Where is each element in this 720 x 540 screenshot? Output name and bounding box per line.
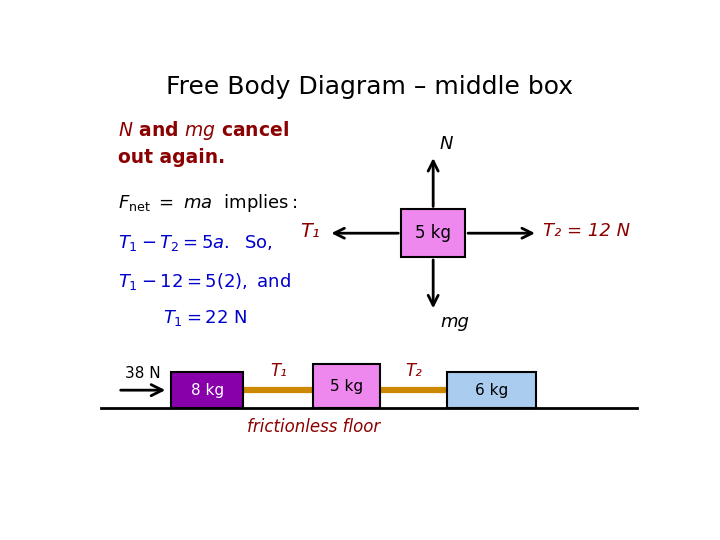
Bar [447, 373, 536, 408]
Text: T₂: T₂ [405, 362, 422, 380]
Text: T₁: T₁ [270, 362, 287, 380]
Text: mg: mg [440, 313, 469, 331]
Text: 6 kg: 6 kg [475, 383, 508, 397]
Text: $\mathit{T}_1 - 12 = 5(2),\ \mathregular{and}$: $\mathit{T}_1 - 12 = 5(2),\ \mathregular… [118, 271, 291, 292]
Text: 5 kg: 5 kg [330, 379, 364, 394]
Text: T₁: T₁ [300, 221, 320, 241]
Text: Free Body Diagram – middle box: Free Body Diagram – middle box [166, 75, 572, 99]
Text: $F_{\mathregular{net}}\ =\ m\mathit{a}\ \ \mathregular{implies:}$: $F_{\mathregular{net}}\ =\ m\mathit{a}\ … [118, 192, 297, 214]
Text: 8 kg: 8 kg [191, 383, 224, 397]
Text: 5 kg: 5 kg [415, 224, 451, 242]
Bar [401, 210, 465, 257]
Text: $\mathit{T}_1 - \mathit{T}_2 = 5\mathit{a}.$  So,: $\mathit{T}_1 - \mathit{T}_2 = 5\mathit{… [118, 233, 273, 253]
Text: T₂ = 12 N: T₂ = 12 N [544, 222, 631, 240]
Text: $\mathit{T}_1 = 22\ \mathregular{N}$: $\mathit{T}_1 = 22\ \mathregular{N}$ [163, 308, 246, 328]
Text: 38 N: 38 N [125, 366, 161, 381]
Text: $\bf{\mathit{N}}$ and $\bf{\mathit{mg}}$ cancel
out again.: $\bf{\mathit{N}}$ and $\bf{\mathit{mg}}$… [118, 119, 289, 167]
Bar [313, 364, 380, 408]
Text: frictionless floor: frictionless floor [246, 418, 380, 436]
Text: N: N [440, 135, 454, 153]
Bar [171, 373, 243, 408]
